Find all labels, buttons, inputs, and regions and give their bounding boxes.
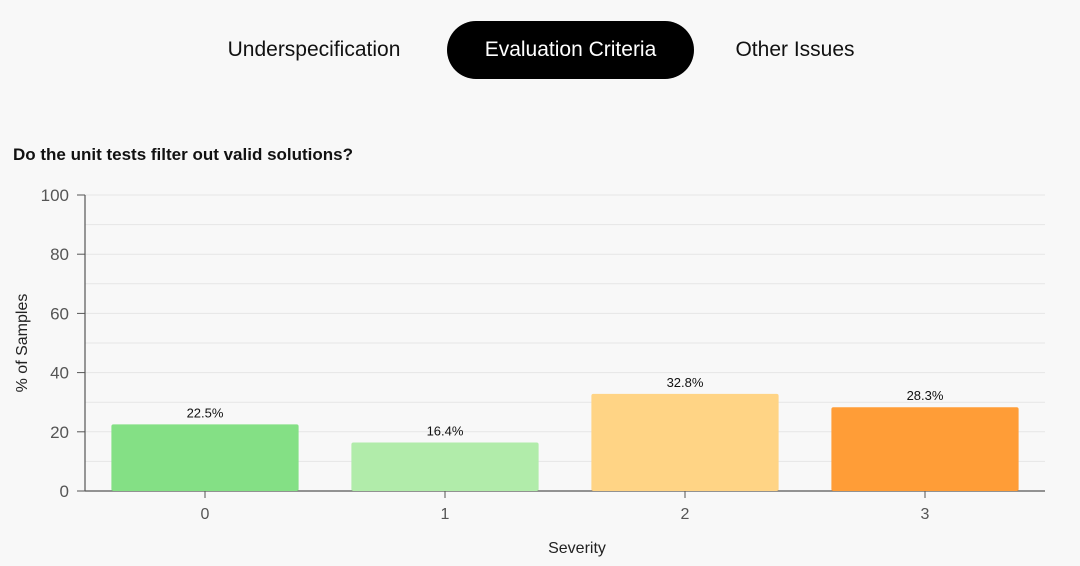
data-label: 28.3% <box>907 388 944 403</box>
y-tick-label: 20 <box>50 423 69 442</box>
bar <box>351 442 539 491</box>
tab-other-issues[interactable]: Other Issues <box>735 38 855 61</box>
tab-bar: Underspecification Evaluation Criteria O… <box>0 21 1080 79</box>
chart-title: Do the unit tests filter out valid solut… <box>13 145 354 164</box>
x-axis-label: Severity <box>548 540 606 557</box>
bar <box>831 407 1019 491</box>
data-label: 32.8% <box>667 375 704 390</box>
y-tick-label: 80 <box>50 245 69 264</box>
x-tick-label: 3 <box>921 506 930 523</box>
y-axis-label: % of Samples <box>14 294 31 393</box>
y-tick-label: 0 <box>60 482 69 501</box>
bar <box>591 393 779 491</box>
data-label: 22.5% <box>187 405 224 420</box>
y-tick-label: 40 <box>50 364 69 383</box>
tab-underspecification[interactable]: Underspecification <box>227 38 401 61</box>
tab-evaluation-criteria[interactable]: Evaluation Criteria <box>447 21 694 79</box>
y-tick-label: 60 <box>50 304 69 323</box>
x-tick-label: 2 <box>681 506 690 523</box>
bar <box>111 424 299 491</box>
y-tick-label: 100 <box>41 186 69 205</box>
x-tick-label: 1 <box>441 506 450 523</box>
data-label: 16.4% <box>427 423 464 438</box>
x-tick-label: 0 <box>201 506 210 523</box>
